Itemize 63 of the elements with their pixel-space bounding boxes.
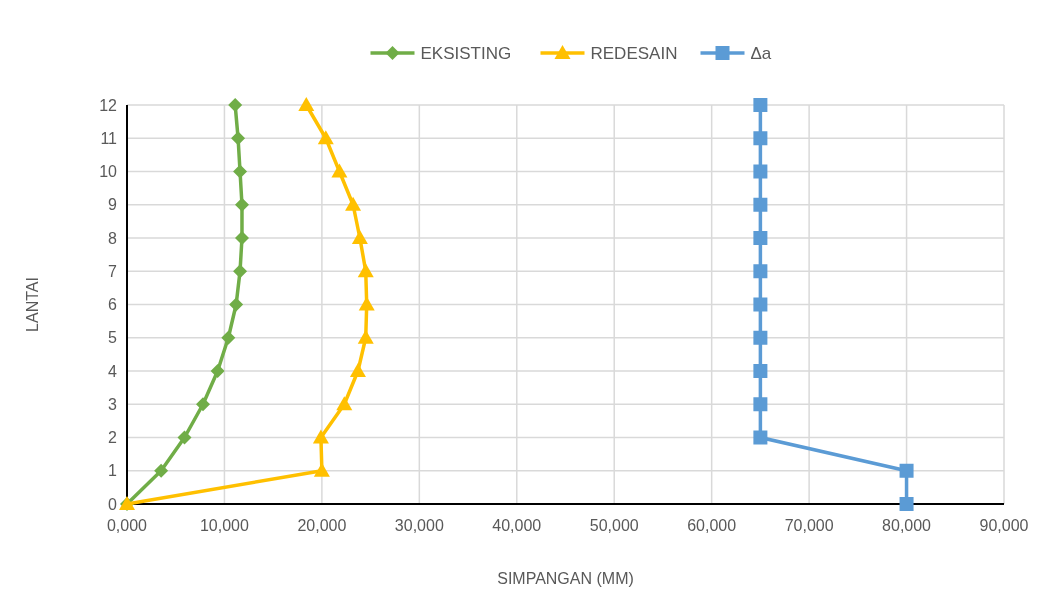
point [753,197,768,212]
point [351,230,368,244]
point [331,163,348,178]
point [753,231,768,245]
y-tick-label: 10 [99,163,118,181]
x-tick-label: 0,000 [106,517,148,534]
y-tick-label: 5 [108,329,118,347]
point [233,164,248,179]
x-tick-label: 90,000 [979,517,1029,534]
point [336,396,353,411]
point [228,98,243,112]
legend-label: EKSISTING [420,43,512,63]
y-tick-label: 0 [108,495,118,513]
point [753,297,768,312]
point [753,131,768,146]
point [196,397,211,412]
point [317,130,334,145]
x-axis-title: SIMPANGAN (MM) [497,570,634,587]
x-tick-label: 70,000 [784,517,834,534]
point [753,164,768,179]
point [753,330,768,345]
point [753,364,768,378]
legend-label: Δa [750,43,772,63]
legend-label: REDESAIN [590,43,678,63]
x-tick-label: 10,000 [199,517,250,534]
point [357,329,374,344]
y-tick-label: 6 [108,296,118,314]
y-tick-label: 9 [108,196,118,214]
point [231,131,246,146]
point [753,98,768,112]
point [357,263,374,278]
point [210,364,225,378]
point [234,197,249,212]
x-tick-label: 40,000 [492,517,542,534]
point [154,463,169,478]
y-tick-label: 11 [100,129,118,147]
point [298,97,315,111]
point [345,196,362,211]
point [234,231,249,245]
x-tick-label: 80,000 [882,517,932,534]
point [229,297,244,312]
point [753,264,768,279]
y-tick-label: 2 [108,429,118,447]
point [899,497,914,511]
y-tick-label: 3 [108,395,118,413]
x-tick-label: 50,000 [589,517,639,534]
x-tick-label: 60,000 [687,517,737,534]
point [312,429,329,444]
point [221,330,236,345]
x-tick-label: 30,000 [394,517,444,534]
point [753,397,768,412]
y-tick-label: 8 [108,229,118,247]
y-tick-label: 12 [99,96,118,114]
point [177,430,192,445]
y-tick-label: 4 [108,362,118,380]
point [349,363,366,377]
point [753,430,768,445]
y-tick-label: 1 [108,462,118,480]
x-tick-label: 20,000 [297,517,347,534]
y-tick-label: 7 [108,262,118,280]
point [899,463,914,478]
point [233,264,248,279]
y-axis-title: LANTAI [24,277,41,332]
